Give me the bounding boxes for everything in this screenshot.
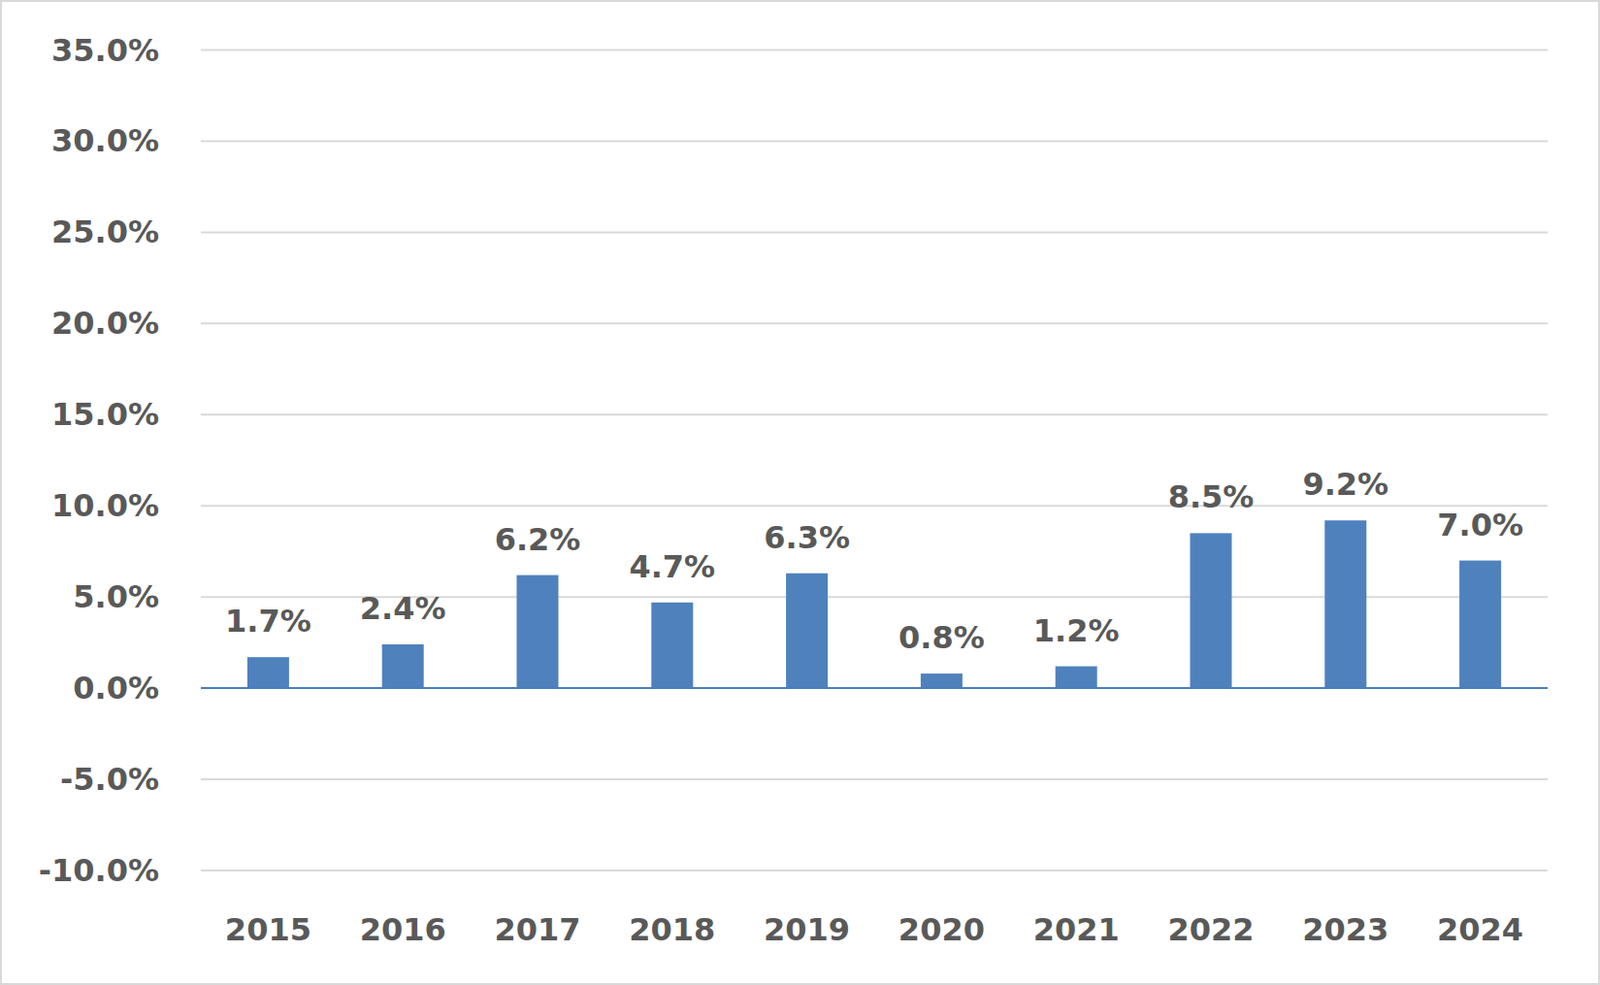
- y-tick-label: -10.0%: [38, 851, 160, 889]
- x-tick-label: 2015: [225, 911, 312, 948]
- bar: [651, 602, 693, 688]
- x-tick-label: 2023: [1302, 911, 1389, 948]
- y-tick-label: 30.0%: [51, 122, 160, 160]
- bar: [1459, 560, 1502, 689]
- grid-line: [200, 49, 1548, 52]
- x-tick-label: 2019: [763, 911, 850, 948]
- x-tick-label: 2020: [898, 911, 985, 948]
- bar: [1190, 532, 1233, 688]
- x-tick-label: 2024: [1436, 911, 1524, 948]
- data-label: 1.7%: [225, 602, 312, 640]
- grid-line: [200, 230, 1548, 233]
- x-tick-label: 2016: [359, 911, 447, 948]
- data-label: 7.0%: [1436, 506, 1524, 544]
- grid-line: [200, 778, 1548, 781]
- y-tick-label: 10.0%: [51, 487, 160, 524]
- plot-area: [247, 520, 1502, 688]
- bar: [1055, 666, 1098, 689]
- grid-line: [200, 686, 1548, 689]
- y-tick-label: 35.0%: [51, 32, 160, 69]
- chart-border: [0, 0, 1600, 984]
- bar: [247, 656, 290, 688]
- y-tick-label: 5.0%: [72, 578, 160, 616]
- x-tick-label: 2017: [493, 911, 581, 948]
- data-label: 4.7%: [628, 548, 716, 586]
- data-label: 9.2%: [1302, 465, 1389, 503]
- data-label: 1.2%: [1033, 612, 1120, 650]
- bar: [920, 673, 963, 688]
- y-tick-label: 20.0%: [51, 304, 160, 342]
- grid-line: [200, 413, 1548, 416]
- data-label: 0.8%: [898, 619, 985, 656]
- x-tick-label: 2021: [1033, 911, 1120, 948]
- grid-line: [200, 322, 1548, 325]
- grid-line: [200, 504, 1548, 507]
- grid-line: [200, 139, 1548, 142]
- y-tick-label: 15.0%: [51, 395, 160, 433]
- data-label: 6.2%: [494, 521, 582, 558]
- zero-axis-line: [200, 686, 1548, 689]
- data-label: 8.5%: [1168, 478, 1255, 516]
- bar: [785, 573, 828, 688]
- grid-line: [200, 869, 1548, 872]
- x-tick-label: 2022: [1167, 911, 1254, 948]
- data-label: 2.4%: [359, 589, 447, 627]
- bar: [1324, 520, 1367, 688]
- bar: [517, 575, 559, 688]
- y-tick-label: 25.0%: [51, 213, 160, 251]
- y-tick-label: -5.0%: [60, 760, 160, 798]
- y-tick-label: 0.0%: [72, 669, 160, 707]
- chart: -10.0% -5.0% 0.0% 5.0% 10.0% 15.0% 20.0% 25.0% 3…: [0, 0, 1600, 985]
- bar: [382, 644, 425, 688]
- data-label: 6.3%: [763, 519, 850, 556]
- x-tick-label: 2018: [628, 911, 716, 948]
